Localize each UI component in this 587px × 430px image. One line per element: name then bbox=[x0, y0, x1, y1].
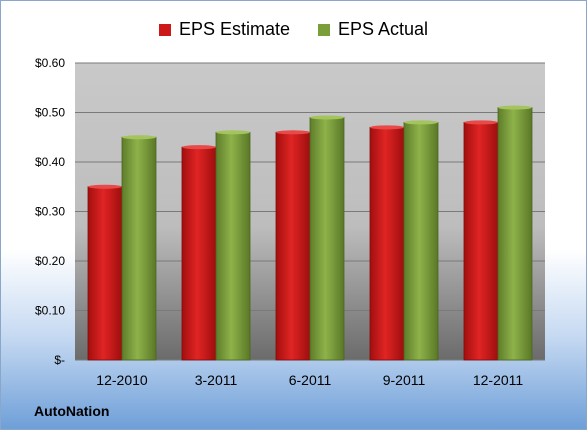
bar-top-highlight bbox=[404, 120, 438, 125]
bar-estimate bbox=[369, 126, 405, 361]
bar-estimate bbox=[87, 186, 123, 361]
legend-swatch-actual bbox=[317, 23, 330, 36]
bar-top-highlight bbox=[498, 105, 532, 110]
legend-label-actual: EPS Actual bbox=[337, 19, 429, 39]
bar-top-highlight bbox=[310, 115, 344, 120]
x-tick-label: 3-2011 bbox=[195, 372, 238, 388]
y-tick-label: $0.40 bbox=[35, 155, 65, 169]
x-axis-ticks: 12-2010 3-2011 6-2011 9-2011 12-2011 bbox=[96, 372, 523, 388]
y-tick-label: $- bbox=[54, 353, 65, 367]
bar-top-highlight bbox=[370, 125, 404, 130]
bar-top-highlight bbox=[122, 135, 156, 140]
bar-estimate bbox=[181, 146, 217, 361]
x-tick-label: 12-2010 bbox=[96, 372, 148, 388]
bar-actual bbox=[403, 122, 439, 361]
y-axis-ticks: $- $0.10 $0.20 $0.30 $0.40 $0.50 $0.60 bbox=[35, 56, 65, 367]
bar-actual bbox=[121, 136, 157, 361]
y-tick-label: $0.60 bbox=[35, 56, 65, 70]
y-tick-label: $0.20 bbox=[35, 254, 65, 268]
legend-label-estimate: EPS Estimate bbox=[178, 19, 290, 39]
bars bbox=[87, 105, 533, 361]
bar-estimate bbox=[463, 122, 499, 361]
y-tick-label: $0.10 bbox=[35, 304, 65, 318]
legend-swatch-estimate bbox=[158, 23, 171, 36]
company-name: AutoNation bbox=[34, 403, 110, 419]
legend-item-actual: EPS Actual bbox=[317, 19, 429, 40]
x-tick-label: 9-2011 bbox=[383, 372, 426, 388]
bar-actual bbox=[309, 117, 345, 361]
x-tick-label: 12-2011 bbox=[473, 372, 524, 388]
bar-top-highlight bbox=[88, 184, 122, 189]
x-tick-label: 6-2011 bbox=[289, 372, 332, 388]
bar-top-highlight bbox=[182, 145, 216, 150]
bar-actual bbox=[215, 131, 251, 361]
bar-top-highlight bbox=[276, 130, 310, 135]
legend-item-estimate: EPS Estimate bbox=[158, 19, 290, 40]
y-tick-label: $0.30 bbox=[35, 205, 65, 219]
y-tick-label: $0.50 bbox=[35, 106, 65, 120]
chart-legend: EPS Estimate EPS Actual bbox=[1, 19, 586, 40]
bar-top-highlight bbox=[464, 120, 498, 125]
bar-estimate bbox=[275, 131, 311, 361]
bar-top-highlight bbox=[216, 130, 250, 135]
bar-actual bbox=[497, 107, 533, 361]
